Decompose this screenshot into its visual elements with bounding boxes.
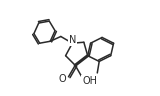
Text: O: O <box>59 74 67 84</box>
Text: N: N <box>69 35 76 45</box>
Text: OH: OH <box>82 76 97 86</box>
